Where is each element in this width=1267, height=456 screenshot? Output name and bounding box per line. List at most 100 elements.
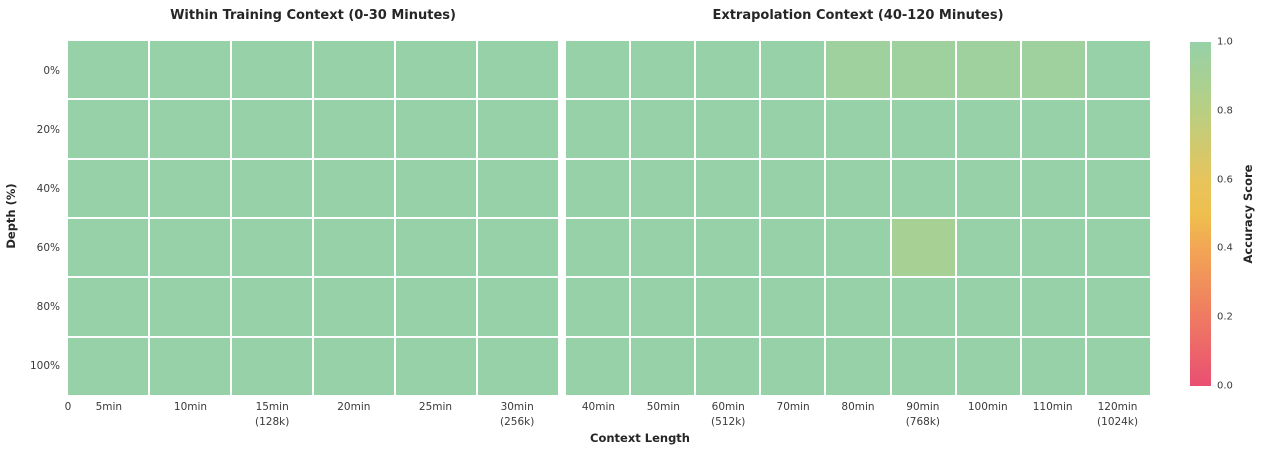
heatmap-cell: [232, 100, 312, 158]
y-tick-label: 40%: [36, 182, 60, 195]
heatmap-cell: [696, 278, 760, 336]
heatmap-cell: [631, 100, 695, 158]
heatmap-cell: [956, 100, 1020, 158]
colorbar-tick-label: 1.0: [1217, 36, 1233, 48]
x-tick-label: 0: [64, 401, 72, 413]
x-tick-label: 100min: [967, 401, 1008, 413]
heatmap-cell: [232, 218, 312, 277]
heatmap-cell: [631, 278, 695, 336]
heatmap-cell: [891, 159, 955, 217]
heatmap-cell: [631, 218, 695, 277]
y-tick-label: 60%: [36, 241, 60, 254]
heatmap-cell: [566, 159, 630, 217]
x-tick-label: 60min (512k): [711, 401, 746, 428]
x-tick-label: 5min: [95, 401, 123, 413]
colorbar-gradient: [1190, 42, 1211, 386]
right-panel-title: Extrapolation Context (40-120 Minutes): [712, 8, 1004, 23]
heatmap-cell: [478, 41, 558, 99]
heatmap-cell: [826, 218, 890, 277]
heatmap-cell: [232, 278, 312, 336]
heatmap-cell: [566, 41, 630, 99]
heatmap-cell: [631, 337, 695, 395]
heatmap-cell: [396, 337, 476, 395]
heatmap-cell: [1021, 159, 1085, 217]
x-tick-label: 25min: [418, 401, 453, 413]
heatmap-cell: [956, 337, 1020, 395]
heatmap-cell: [68, 159, 148, 217]
heatmap-cell: [68, 337, 148, 395]
heatmap-cell: [396, 218, 476, 277]
heatmap-cell: [150, 218, 230, 277]
heatmap-cell: [68, 41, 148, 99]
colorbar-tick-label: 0.0: [1217, 380, 1233, 392]
heatmap-cell: [150, 100, 230, 158]
heatmap-cell: [891, 41, 955, 99]
heatmap-cell: [696, 218, 760, 277]
colorbar-tick-label: 0.4: [1217, 242, 1233, 254]
heatmap-cell: [1021, 337, 1085, 395]
heatmap-extrapolation-context: [566, 41, 1150, 395]
colorbar-tick-label: 0.6: [1217, 174, 1233, 186]
heatmap-cell: [696, 337, 760, 395]
y-tick-label: 0%: [43, 64, 60, 77]
heatmap-cell: [891, 218, 955, 277]
heatmap-cell: [891, 100, 955, 158]
heatmap-cell: [232, 159, 312, 217]
heatmap-cell: [1021, 100, 1085, 158]
heatmap-cell: [314, 337, 394, 395]
x-tick-label: 120min (1024k): [1097, 401, 1139, 428]
heatmap-cell: [1021, 41, 1085, 99]
heatmap-cell: [232, 337, 312, 395]
x-tick-label: 110min: [1032, 401, 1073, 413]
left-panel-title: Within Training Context (0-30 Minutes): [170, 8, 456, 23]
heatmap-cell: [631, 41, 695, 99]
x-tick-label: 50min: [646, 401, 680, 413]
x-tick-label: 90min (768k): [905, 401, 941, 428]
heatmap-cell: [1086, 100, 1150, 158]
heatmap-cell: [1086, 41, 1150, 99]
colorbar-tick-label: 0.2: [1217, 311, 1233, 323]
heatmap-cell: [956, 278, 1020, 336]
heatmap-cell: [761, 100, 825, 158]
y-tick-label: 80%: [36, 300, 60, 313]
heatmap-cell: [696, 41, 760, 99]
heatmap-cell: [1086, 278, 1150, 336]
heatmap-cell: [696, 100, 760, 158]
x-tick-label: 80min: [841, 401, 875, 413]
heatmap-cell: [956, 218, 1020, 277]
heatmap-cell: [761, 337, 825, 395]
x-tick-label: 70min: [776, 401, 810, 413]
heatmap-cell: [396, 100, 476, 158]
heatmap-cell: [314, 41, 394, 99]
heatmap-cell: [396, 278, 476, 336]
colorbar-label: Accuracy Score: [1241, 164, 1255, 264]
heatmap-cell: [478, 278, 558, 336]
heatmap-cell: [761, 218, 825, 277]
heatmap-cell: [478, 159, 558, 217]
heatmap-cell: [761, 159, 825, 217]
heatmap-cell: [478, 218, 558, 277]
heatmap-cell: [150, 337, 230, 395]
y-tick-label: 100%: [29, 359, 60, 372]
heatmap-cell: [1086, 337, 1150, 395]
heatmap-cell: [891, 278, 955, 336]
heatmap-cell: [761, 278, 825, 336]
heatmap-cell: [696, 159, 760, 217]
heatmap-cell: [566, 337, 630, 395]
heatmap-cell: [1021, 218, 1085, 277]
heatmap-cell: [826, 41, 890, 99]
heatmap-cell: [396, 159, 476, 217]
heatmap-cell: [68, 100, 148, 158]
heatmap-cell: [314, 100, 394, 158]
heatmap-cell: [566, 218, 630, 277]
heatmap-cell: [68, 278, 148, 336]
heatmap-cell: [150, 278, 230, 336]
heatmap-cell: [232, 41, 312, 99]
heatmap-cell: [566, 278, 630, 336]
heatmap-cell: [314, 218, 394, 277]
heatmap-cell: [314, 278, 394, 336]
heatmap-cell: [956, 159, 1020, 217]
x-tick-label: 40min: [581, 401, 616, 413]
heatmap-cell: [956, 41, 1020, 99]
